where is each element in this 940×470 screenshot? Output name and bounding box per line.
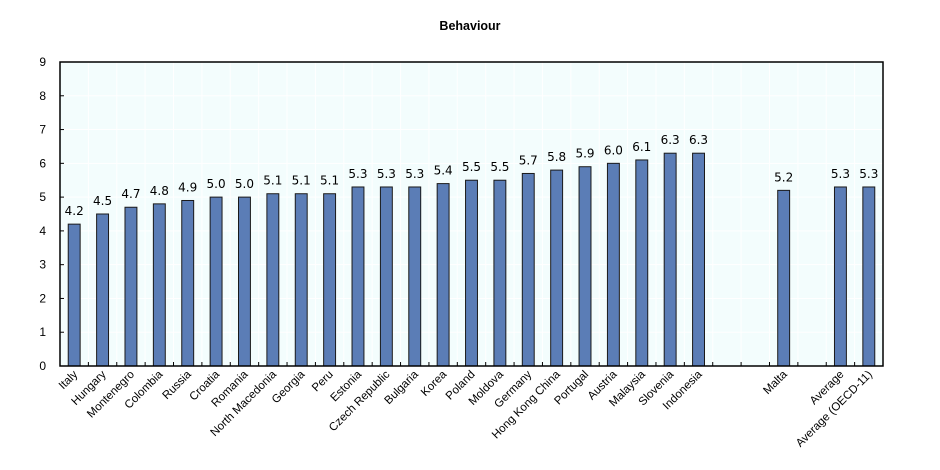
bar-value-label: 5.3 (405, 167, 424, 181)
bar-value-label: 4.2 (65, 204, 84, 218)
y-tick-label: 2 (39, 291, 46, 305)
bar (379, 186, 393, 367)
bar (663, 152, 677, 367)
bar (294, 193, 308, 367)
bar-value-label: 5.3 (377, 167, 396, 181)
chart-title: Behaviour (439, 19, 501, 33)
bar (209, 196, 223, 367)
bar (777, 189, 791, 367)
y-tick-label: 0 (39, 359, 46, 373)
bar (351, 186, 365, 367)
x-category-label: Malta (761, 368, 790, 397)
bar (493, 179, 507, 367)
bar-value-label: 5.0 (235, 177, 254, 191)
bar-value-label: 4.8 (150, 184, 169, 198)
y-tick-label: 1 (39, 325, 46, 339)
bar (67, 223, 81, 367)
bar (181, 199, 195, 367)
y-axis: 0 1 2 3 4 5 6 7 8 9 (39, 55, 64, 373)
bar-value-label: 5.1 (292, 174, 311, 188)
bar-value-label: 5.5 (462, 160, 481, 174)
bar (465, 179, 478, 367)
bars (67, 152, 876, 367)
bar-value-label: 5.3 (859, 167, 878, 181)
bar-value-label: 5.4 (434, 164, 453, 178)
bar-value-label: 5.5 (490, 160, 509, 174)
bar-value-label: 4.9 (178, 180, 197, 194)
bar-value-label: 5.1 (263, 174, 282, 188)
y-tick-label: 3 (39, 258, 46, 272)
y-tick-label: 7 (39, 123, 46, 137)
bar-value-label: 6.0 (604, 143, 623, 157)
x-category-label: Peru (310, 369, 336, 395)
bar-value-label: 5.7 (519, 153, 538, 167)
bar (436, 183, 450, 367)
bar-value-label: 5.0 (207, 177, 226, 191)
bar-value-label: 6.3 (689, 133, 708, 147)
y-tick-label: 5 (39, 190, 46, 204)
y-tick-label: 9 (39, 55, 46, 69)
value-labels: 4.2 4.5 4.7 4.8 4.9 5.0 5.0 5.1 5.1 5.1 5.3 5.3 5.3 5… (65, 133, 879, 218)
bar-value-label: 6.3 (661, 133, 680, 147)
y-tick-label: 6 (39, 156, 46, 170)
bar-value-label: 5.3 (348, 167, 367, 181)
bar (124, 206, 138, 367)
y-tick-label: 8 (39, 89, 46, 103)
bar (96, 213, 110, 367)
bar (266, 193, 280, 367)
bar-value-label: 5.3 (831, 167, 850, 181)
bar-value-label: 6.1 (632, 140, 651, 154)
x-category-label: Italy (57, 368, 81, 392)
bar-value-label: 5.9 (575, 147, 594, 161)
bar (578, 166, 592, 367)
bar-value-label: 5.8 (547, 150, 566, 164)
bar (635, 159, 649, 367)
bar-value-label: 5.2 (774, 170, 793, 184)
bar (606, 162, 620, 367)
bar (862, 186, 876, 367)
bar (152, 203, 166, 367)
bar-value-label: 4.5 (93, 194, 112, 208)
bar (692, 152, 705, 367)
y-tick-label: 4 (39, 224, 46, 238)
plot-frame (59, 61, 884, 367)
bar (238, 196, 251, 367)
bar (323, 193, 337, 367)
bar-value-label: 4.7 (121, 187, 140, 201)
bar (550, 169, 564, 367)
bar (833, 186, 847, 367)
bar (521, 172, 535, 367)
bar (408, 186, 422, 367)
bar-value-label: 5.1 (320, 174, 339, 188)
x-axis: ItalyHungaryMontenegroColombiaRussiaCroa… (57, 362, 875, 450)
